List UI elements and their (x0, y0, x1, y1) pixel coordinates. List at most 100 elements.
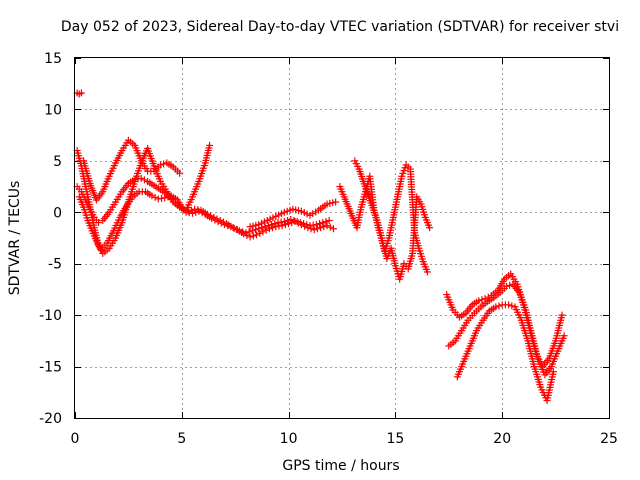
data-points (73, 89, 568, 405)
chart-title: Day 052 of 2023, Sidereal Day-to-day VTE… (61, 19, 619, 35)
series-0 (73, 89, 85, 98)
data-point (261, 223, 269, 231)
data-point (198, 209, 206, 217)
data-point (423, 268, 431, 276)
data-point (549, 368, 557, 376)
data-point (426, 224, 434, 232)
x-tick-label: 15 (386, 431, 404, 447)
data-point (230, 224, 238, 232)
data-point (248, 227, 256, 235)
data-point (211, 216, 219, 224)
data-point (179, 205, 187, 213)
data-point (246, 233, 254, 241)
data-point (253, 231, 261, 239)
data-point (505, 301, 513, 309)
y-tick-label: 15 (44, 51, 62, 67)
data-point (294, 219, 302, 227)
x-tick-label: 5 (177, 431, 186, 447)
data-point (176, 169, 184, 177)
data-point (475, 297, 483, 305)
data-point (264, 222, 272, 230)
series-5 (246, 198, 340, 231)
data-point (156, 161, 164, 169)
data-point (268, 221, 276, 229)
data-point (287, 215, 295, 223)
plot-frame (74, 57, 610, 419)
series-10 (453, 301, 557, 405)
data-point (304, 224, 312, 232)
data-point (297, 221, 305, 229)
data-point (262, 226, 270, 234)
data-point (243, 231, 251, 239)
data-point (208, 214, 216, 222)
data-point (313, 225, 321, 233)
data-point (140, 176, 148, 184)
data-point (492, 303, 500, 311)
data-point (269, 224, 277, 232)
data-point (312, 221, 320, 229)
data-point (307, 225, 315, 233)
data-point (249, 232, 257, 240)
data-point (176, 203, 184, 211)
data-point (310, 226, 318, 234)
series-4 (80, 136, 184, 204)
x-tick-label: 20 (493, 431, 511, 447)
data-point (288, 219, 296, 227)
x-tick-label: 10 (280, 431, 298, 447)
data-point (265, 225, 273, 233)
data-point (151, 193, 159, 201)
data-point (271, 220, 279, 228)
y-axis-title: SDTVAR / TECUs (7, 181, 23, 296)
x-tick-label: 0 (71, 431, 80, 447)
series-7 (351, 157, 431, 276)
data-point (221, 221, 229, 229)
data-point (323, 222, 331, 230)
x-axis-title: GPS time / hours (282, 458, 399, 474)
data-point (495, 302, 503, 310)
data-point (206, 141, 214, 149)
data-point (192, 208, 200, 216)
data-point (195, 207, 203, 215)
data-point (77, 89, 85, 97)
data-point (259, 228, 267, 236)
series-6 (336, 172, 434, 283)
data-point (326, 223, 334, 231)
data-point (329, 225, 337, 233)
data-point (161, 194, 169, 202)
grid (75, 58, 609, 418)
y-tick-label: -10 (39, 308, 62, 324)
data-point (278, 222, 286, 230)
data-point (322, 218, 330, 226)
data-point (317, 224, 325, 232)
series-1 (73, 174, 333, 237)
data-point (291, 218, 299, 226)
data-point (281, 221, 289, 229)
x-tick-label: 25 (600, 431, 618, 447)
data-point (560, 332, 568, 340)
data-point (285, 220, 293, 228)
data-point (148, 192, 156, 200)
data-point (320, 223, 328, 231)
data-point (558, 311, 566, 319)
y-tick-label: 10 (44, 102, 62, 118)
data-point (508, 302, 516, 310)
y-tick-label: 5 (53, 154, 62, 170)
data-point (240, 230, 248, 238)
y-tick-label: 0 (53, 205, 62, 221)
data-point (325, 217, 333, 225)
data-point (224, 222, 232, 230)
y-tick-label: -20 (39, 411, 62, 427)
y-tick-label: -5 (48, 257, 62, 273)
y-tick-label: -15 (39, 360, 62, 376)
data-point (188, 209, 196, 217)
axis-ticks (75, 58, 610, 419)
data-point (227, 223, 235, 231)
data-point (332, 198, 340, 206)
series-9 (445, 280, 568, 379)
data-point (478, 296, 486, 304)
data-point (284, 217, 292, 225)
tick-labels: 0 5 10 15 20 25 -20 -15 -10 -5 0 5 10 15 (39, 51, 618, 447)
data-point (301, 222, 309, 230)
data-point (214, 218, 222, 226)
